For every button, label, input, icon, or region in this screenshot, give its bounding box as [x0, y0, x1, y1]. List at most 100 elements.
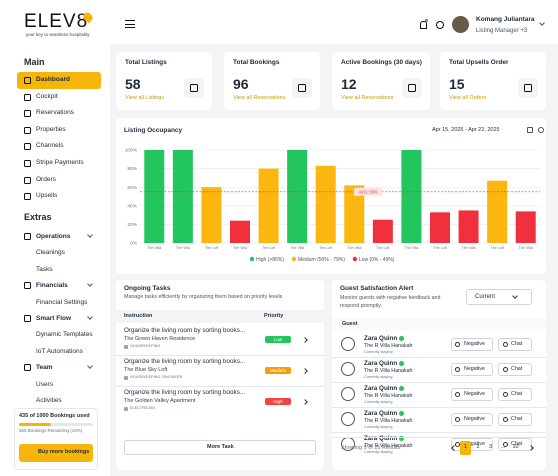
nav-active — [17, 72, 101, 89]
chat-label[interactable]: Chat — [511, 416, 523, 422]
help-icon[interactable] — [436, 21, 444, 29]
row-divider — [332, 432, 546, 433]
nav-item[interactable]: Dynamic Templates — [36, 331, 93, 339]
stat-title: Total Bookings — [233, 59, 280, 66]
task-instruction[interactable]: Organize the living room by sorting book… — [124, 327, 246, 334]
nav-item[interactable]: Activities — [36, 397, 62, 404]
nav-group[interactable]: Team — [36, 364, 53, 372]
stat-link[interactable]: View all Reservations — [233, 95, 286, 101]
nav-item[interactable]: Cleanings — [36, 249, 65, 257]
table-header — [332, 318, 546, 331]
legend-swatch — [352, 256, 358, 262]
more-task-button[interactable] — [124, 440, 316, 455]
negative-button[interactable] — [451, 413, 493, 426]
chat-icon — [503, 341, 508, 347]
buy-button[interactable] — [19, 444, 93, 462]
negative-label[interactable]: Negative — [464, 341, 485, 347]
filter-dropdown[interactable] — [466, 289, 532, 305]
negative-button[interactable] — [451, 438, 493, 451]
task-instruction[interactable]: Organize the living room by sorting book… — [124, 389, 246, 396]
nav-item[interactable]: IoT Automations — [36, 347, 83, 355]
nav-item[interactable]: Orders — [36, 175, 56, 183]
chat-button[interactable] — [498, 388, 532, 401]
average-label: AVG: 55% — [358, 189, 378, 194]
guest-avatar — [341, 337, 355, 351]
page-number[interactable]: 10 — [512, 444, 519, 450]
nav-icon — [24, 193, 31, 201]
negative-button[interactable] — [451, 363, 493, 376]
more-task-label[interactable]: More Task — [207, 444, 234, 450]
task-tag: ELECTRICIAN — [130, 406, 156, 410]
nav-group[interactable]: Smart Flow — [36, 315, 72, 322]
negative-label[interactable]: Negative — [464, 441, 485, 447]
nav-item[interactable]: Users — [36, 380, 53, 388]
page-number[interactable]: 1 — [463, 444, 468, 450]
x-tick-label: The Villa — [519, 246, 533, 250]
buy-button-label[interactable]: Buy more bookings — [38, 449, 90, 455]
row-divider — [116, 355, 324, 356]
page-number[interactable]: 3 — [488, 444, 493, 450]
notification-icon[interactable] — [420, 21, 427, 29]
column-header: Priority — [264, 313, 284, 319]
results-text: Showing 5 of 25 Results — [341, 445, 401, 451]
chat-button[interactable] — [498, 338, 532, 351]
task-tag-icon — [124, 407, 128, 411]
stat-link[interactable]: View all Listings — [125, 95, 165, 101]
chat-button[interactable] — [498, 363, 532, 376]
page-number[interactable]: 2 — [476, 444, 480, 450]
date-range[interactable]: Apr 15, 2025 - Apr 22, 2025 — [432, 127, 500, 133]
y-tick-label: 40% — [127, 203, 137, 209]
nav-group[interactable]: Financials — [36, 282, 68, 290]
task-property: The Green Haven Residence — [124, 336, 196, 342]
stat-link[interactable]: View all Orders — [449, 95, 487, 101]
negative-button[interactable] — [451, 338, 493, 351]
stat-icon — [408, 84, 416, 92]
chat-label[interactable]: Chat — [511, 391, 523, 397]
page-number[interactable]: ... — [500, 444, 506, 450]
stat-title: Total Listings — [125, 59, 167, 66]
chat-button[interactable] — [498, 438, 532, 451]
task-instruction[interactable]: Organize the living room by sorting book… — [124, 358, 246, 365]
logo: ELEV8 — [24, 11, 89, 32]
guest-name: Zara Quinn — [364, 335, 398, 342]
nav-item[interactable]: Properties — [36, 125, 66, 133]
legend-swatch — [291, 256, 297, 262]
priority-badge: Medium — [265, 367, 291, 374]
nav-item[interactable]: Financial Settings — [36, 298, 88, 306]
calendar-icon — [527, 127, 533, 133]
nav-item[interactable]: Tasks — [36, 265, 53, 273]
negative-label[interactable]: Negative — [464, 391, 485, 397]
chat-label[interactable]: Chat — [511, 341, 523, 347]
avatar — [452, 16, 469, 33]
bar — [144, 150, 165, 243]
x-tick-label: The Villa — [176, 246, 190, 250]
filter-label[interactable]: Current — [475, 294, 496, 300]
tagline: your key to seamless hospitality — [26, 32, 90, 37]
chat-label[interactable]: Chat — [511, 366, 523, 372]
average-badge — [354, 187, 382, 196]
whatsapp-icon — [399, 336, 404, 341]
stat-value: 15 — [449, 76, 465, 92]
nav-item[interactable]: Cockpit — [36, 92, 58, 100]
menu-button[interactable] — [125, 20, 135, 28]
nav-item[interactable]: Upsells — [36, 192, 58, 200]
nav-icon — [24, 126, 31, 134]
stat-link[interactable]: View all Reservations — [341, 95, 394, 101]
column-header: Guest — [342, 321, 358, 327]
nav-item[interactable]: Stripe Payments — [36, 159, 84, 166]
negative-label[interactable]: Negative — [464, 416, 485, 422]
negative-label[interactable]: Negative — [464, 366, 485, 372]
task-property: The Blue Sky Loft — [124, 367, 168, 373]
row-divider — [116, 386, 324, 387]
nav-item[interactable]: Channels — [36, 142, 64, 150]
guest-status: Currently staying — [364, 400, 393, 404]
whatsapp-icon — [399, 411, 404, 416]
negative-button[interactable] — [451, 388, 493, 401]
chat-label[interactable]: Chat — [511, 441, 523, 447]
nav-item[interactable]: Dashboard — [36, 76, 70, 83]
nav-icon — [24, 176, 31, 184]
guest-name: Zara Quinn — [364, 410, 398, 417]
nav-item[interactable]: Reservations — [36, 109, 74, 117]
nav-group[interactable]: Operations — [36, 233, 71, 240]
chat-button[interactable] — [498, 413, 532, 426]
